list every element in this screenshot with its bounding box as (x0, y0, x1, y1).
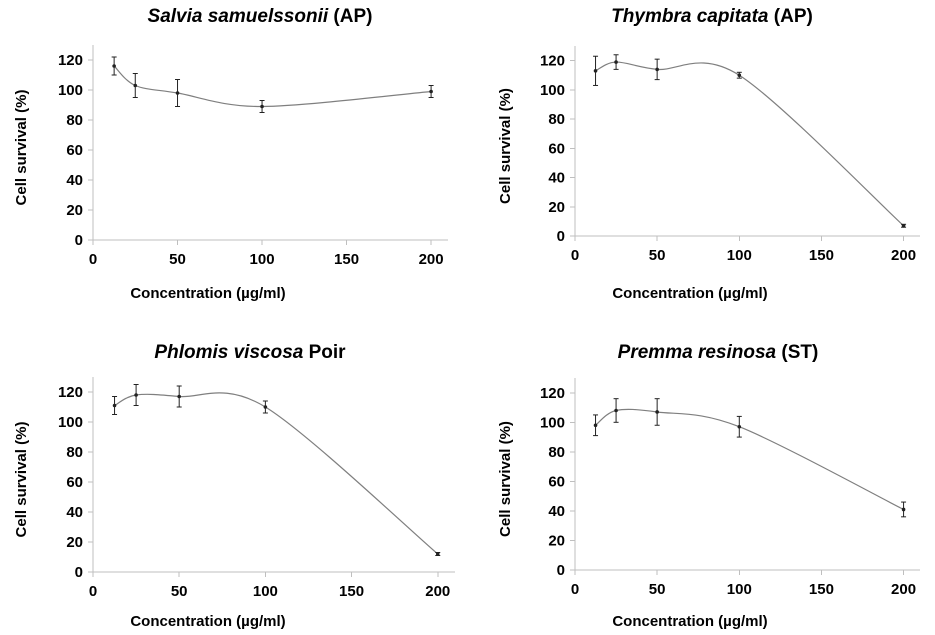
x-tick-label: 200 (419, 251, 444, 268)
y-tick-label: 40 (548, 503, 565, 520)
y-tick-label: 80 (548, 444, 565, 461)
data-point (435, 552, 440, 556)
chart-title: Thymbra capitata (AP) (611, 6, 813, 27)
y-tick-label: 120 (58, 52, 83, 69)
y-axis-label: Cell survival (%) (13, 422, 30, 538)
y-axis-label: Cell survival (%) (13, 90, 30, 206)
y-axis-label: Cell survival (%) (497, 421, 514, 537)
y-tick-label: 40 (66, 172, 83, 189)
y-tick-label: 80 (66, 444, 83, 461)
data-point (112, 403, 117, 408)
data-point (263, 405, 268, 409)
y-tick-label: 60 (66, 474, 83, 491)
y-tick-label: 100 (540, 82, 565, 99)
x-tick-label: 150 (809, 581, 834, 598)
x-tick-label: 100 (727, 247, 752, 264)
series-line (113, 65, 432, 108)
chart-title-rest: (AP) (328, 6, 372, 27)
y-tick-label: 100 (58, 414, 83, 431)
x-axis-label: Concentration (µg/ml) (130, 613, 285, 630)
y-tick-label: 20 (66, 534, 83, 551)
data-point (175, 91, 180, 95)
chart-title-rest: (ST) (776, 342, 818, 363)
data-point (737, 73, 742, 78)
chart-title: Salvia samuelssonii (AP) (148, 6, 373, 27)
y-tick-label: 100 (540, 414, 565, 431)
y-tick-label: 120 (58, 384, 83, 401)
x-tick-label: 50 (169, 251, 186, 268)
y-tick-label: 60 (66, 142, 83, 159)
x-tick-label: 150 (339, 583, 364, 600)
chart-title-italic: Thymbra capitata (611, 6, 769, 27)
panel-thymbra-capitata: Thymbra capitata (AP) 0 50 100 150 200 0 20 40 60… (497, 6, 920, 302)
x-tick-label: 0 (571, 247, 579, 264)
x-tick-label: 200 (425, 583, 450, 600)
y-tick-label: 120 (540, 385, 565, 402)
y-tick-label: 0 (75, 564, 83, 581)
data-point (593, 423, 598, 428)
series-line (595, 61, 904, 227)
chart-title: Premma resinosa (ST) (618, 342, 819, 363)
data-point (133, 83, 138, 88)
data-point (901, 223, 906, 228)
x-tick-label: 0 (89, 583, 97, 600)
x-tick-label: 50 (171, 583, 188, 600)
data-point (901, 507, 906, 512)
panel-phlomis-viscosa: Phlomis viscosa Poir 0 50 100 150 200 0 20 40 60 8… (13, 342, 455, 630)
data-point (134, 393, 138, 397)
x-tick-label: 200 (891, 581, 916, 598)
panel-premma-resinosa: Premma resinosa (ST) 0 50 100 150 200 0 20 40 60 8… (497, 342, 920, 630)
y-tick-label: 0 (75, 232, 83, 249)
chart-title-rest: (AP) (769, 6, 813, 27)
y-axis-label: Cell survival (%) (497, 88, 514, 204)
y-tick-label: 20 (66, 202, 83, 219)
chart-title-italic: Phlomis viscosa (154, 342, 303, 363)
x-tick-label: 150 (809, 247, 834, 264)
x-tick-label: 100 (253, 583, 278, 600)
data-point (655, 410, 659, 414)
chart-title: Phlomis viscosa Poir (154, 342, 346, 363)
x-tick-label: 200 (891, 247, 916, 264)
chart-title-italic: Salvia samuelssonii (148, 6, 329, 27)
data-point (177, 394, 181, 399)
chart-title-italic: Premma resinosa (618, 342, 777, 363)
y-tick-label: 80 (548, 111, 565, 128)
x-tick-label: 50 (649, 581, 666, 598)
data-point (112, 64, 116, 68)
y-tick-label: 60 (548, 140, 565, 157)
y-tick-label: 80 (66, 112, 83, 129)
chart-title-rest: Poir (303, 342, 346, 363)
y-tick-label: 20 (548, 532, 565, 549)
data-point (737, 424, 742, 429)
y-tick-label: 120 (540, 53, 565, 70)
series-line (114, 392, 439, 555)
x-tick-label: 50 (649, 247, 666, 264)
data-point (614, 60, 618, 64)
series-line (595, 408, 904, 510)
y-tick-label: 100 (58, 82, 83, 99)
x-tick-label: 0 (89, 251, 97, 268)
x-axis-label: Concentration (µg/ml) (612, 613, 767, 630)
y-tick-label: 60 (548, 473, 565, 490)
y-tick-label: 0 (557, 228, 565, 245)
data-point (260, 104, 264, 109)
data-point (655, 67, 659, 72)
y-tick-label: 0 (557, 562, 565, 579)
data-point (614, 408, 618, 413)
y-tick-label: 40 (548, 170, 565, 187)
y-tick-label: 40 (66, 504, 83, 521)
data-point (593, 69, 598, 73)
data-point (429, 89, 433, 94)
x-tick-label: 0 (571, 581, 579, 598)
x-tick-label: 100 (727, 581, 752, 598)
x-axis-label: Concentration (µg/ml) (612, 285, 767, 302)
x-tick-label: 150 (334, 251, 359, 268)
x-axis-label: Concentration (µg/ml) (130, 285, 285, 302)
panel-salvia-samuelssonii: Salvia samuelssonii (AP) 0 50 100 150 200 0 20 4… (13, 6, 448, 302)
x-tick-label: 100 (250, 251, 275, 268)
y-tick-label: 20 (548, 199, 565, 216)
